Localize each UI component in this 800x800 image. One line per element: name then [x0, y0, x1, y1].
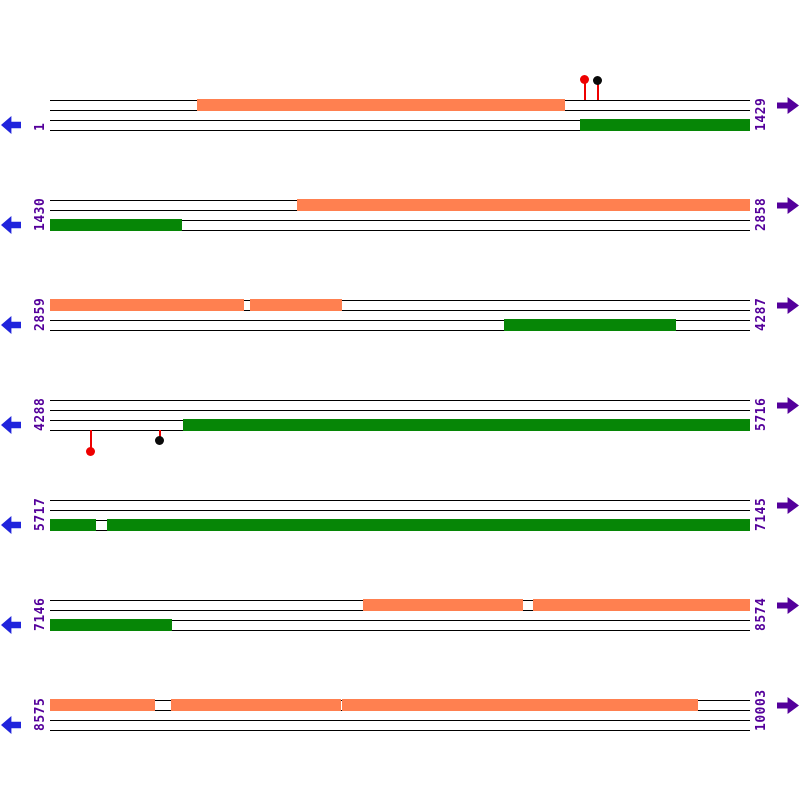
forward-strand-feature[interactable] — [171, 699, 341, 711]
marker-dot-black[interactable] — [155, 436, 164, 445]
forward-strand-feature[interactable] — [250, 299, 342, 311]
range-start-label: 8575 — [33, 697, 48, 731]
range-start-label: 1 — [33, 122, 48, 131]
backbone-line — [50, 630, 750, 631]
reverse-strand-feature[interactable] — [107, 519, 750, 531]
range-end-label: 2858 — [754, 197, 769, 231]
forward-strand-direction-arrow-icon — [777, 197, 799, 214]
backbone-line — [50, 120, 750, 121]
backbone-line — [50, 500, 750, 501]
backbone-line — [50, 130, 750, 131]
backbone-line — [50, 410, 750, 411]
forward-strand-feature[interactable] — [50, 699, 155, 711]
forward-strand-direction-arrow-icon — [777, 497, 799, 514]
reverse-strand-direction-arrow-icon — [1, 316, 21, 334]
forward-strand-direction-arrow-icon — [777, 97, 799, 114]
marker-stem — [89, 430, 92, 452]
backbone-line — [50, 220, 750, 221]
reverse-strand-feature[interactable] — [50, 219, 182, 231]
range-start-label: 4288 — [33, 397, 48, 431]
backbone-line — [50, 720, 750, 721]
backbone-line — [50, 230, 750, 231]
forward-strand-feature[interactable] — [297, 199, 750, 211]
backbone-line — [50, 310, 750, 311]
reverse-strand-direction-arrow-icon — [1, 716, 21, 734]
backbone-line — [50, 330, 750, 331]
reverse-strand-feature[interactable] — [183, 419, 750, 431]
reverse-strand-direction-arrow-icon — [1, 516, 21, 534]
range-end-label: 8574 — [754, 597, 769, 631]
reverse-strand-feature[interactable] — [580, 119, 750, 131]
reverse-strand-direction-arrow-icon — [1, 116, 21, 134]
range-end-label: 1429 — [754, 97, 769, 131]
range-start-label: 5717 — [33, 497, 48, 531]
marker-stem — [596, 80, 599, 100]
marker-dot-black[interactable] — [593, 76, 602, 85]
forward-strand-feature[interactable] — [197, 99, 565, 111]
range-end-label: 5716 — [754, 397, 769, 431]
backbone-line — [50, 320, 750, 321]
backbone-line — [50, 620, 750, 621]
forward-strand-direction-arrow-icon — [777, 397, 799, 414]
forward-strand-feature[interactable] — [533, 599, 750, 611]
reverse-strand-feature[interactable] — [50, 519, 96, 531]
forward-strand-direction-arrow-icon — [777, 697, 799, 714]
reverse-strand-feature[interactable] — [504, 319, 676, 331]
forward-strand-direction-arrow-icon — [777, 597, 799, 614]
reverse-strand-direction-arrow-icon — [1, 416, 21, 434]
range-end-label: 10003 — [754, 689, 769, 731]
reverse-strand-direction-arrow-icon — [1, 616, 21, 634]
reverse-strand-feature[interactable] — [50, 619, 172, 631]
range-start-label: 1430 — [33, 197, 48, 231]
range-end-label: 4287 — [754, 297, 769, 331]
forward-strand-direction-arrow-icon — [777, 297, 799, 314]
reverse-strand-direction-arrow-icon — [1, 216, 21, 234]
backbone-line — [50, 510, 750, 511]
marker-stem — [158, 430, 161, 441]
range-end-label: 7145 — [754, 497, 769, 531]
forward-strand-feature[interactable] — [50, 299, 244, 311]
range-start-label: 2859 — [33, 297, 48, 331]
forward-strand-feature[interactable] — [363, 599, 523, 611]
backbone-line — [50, 400, 750, 401]
marker-stem — [583, 79, 586, 100]
marker-dot-red[interactable] — [580, 75, 589, 84]
forward-strand-feature[interactable] — [342, 699, 698, 711]
marker-dot-red[interactable] — [86, 447, 95, 456]
backbone-line — [50, 300, 750, 301]
range-start-label: 7146 — [33, 597, 48, 631]
backbone-line — [50, 730, 750, 731]
